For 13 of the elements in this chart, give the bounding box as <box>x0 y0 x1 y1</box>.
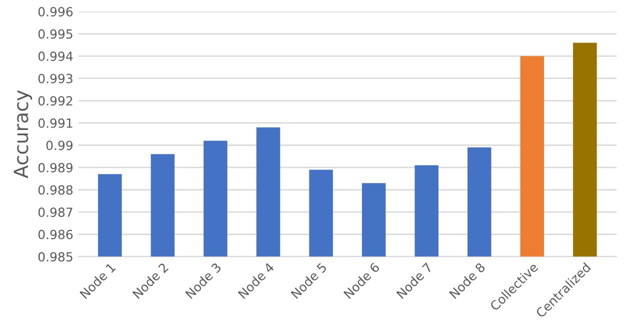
y-tick-label: 0.995 <box>38 29 72 39</box>
y-tick-label: 0.993 <box>38 74 72 84</box>
y-tick-label: 0.991 <box>38 118 72 128</box>
y-tick-label: 0.986 <box>38 230 73 240</box>
y-axis-title: Accuracy <box>14 90 32 178</box>
y-tick-label: 0.989 <box>38 162 73 172</box>
y-tick-label: 0.985 <box>38 252 72 262</box>
y-tick-label: 0.992 <box>38 96 72 106</box>
y-tick-label: 0.996 <box>38 6 73 16</box>
y-tick-label: 0.99 <box>46 140 73 150</box>
y-tick-label: 0.988 <box>38 185 73 195</box>
y-tick-label: 0.994 <box>38 52 73 62</box>
y-tick-label: 0.987 <box>38 208 72 217</box>
